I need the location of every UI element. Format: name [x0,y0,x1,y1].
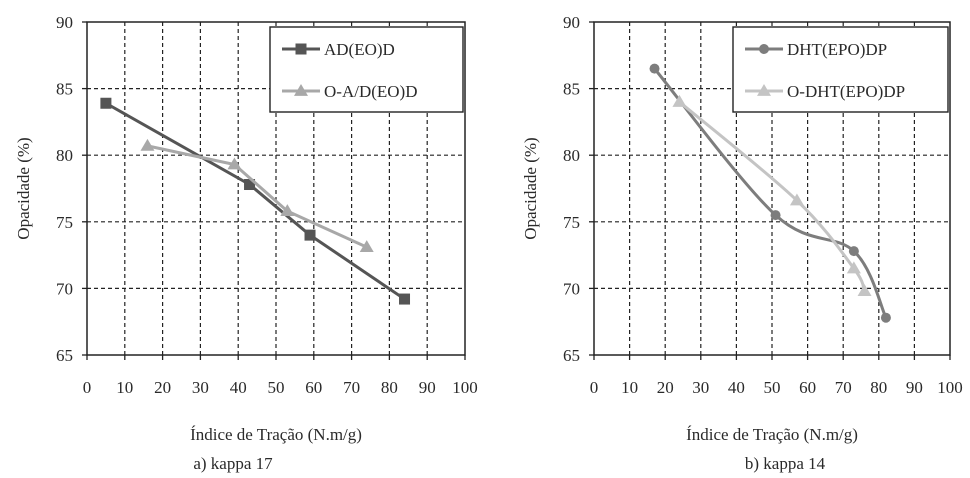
series-dht-epo-dp [649,63,891,323]
series-line [147,144,368,249]
legend-marker [757,84,771,96]
x-tick-label: 80 [870,378,887,397]
y-tick-label: 75 [56,213,73,232]
x-tick-label: 100 [937,378,963,397]
x-tick-label: 90 [906,378,923,397]
x-tick-label: 70 [343,378,360,397]
data-point [227,157,242,170]
legend-label: O-A/D(EO)D [324,82,417,101]
data-point [359,240,374,253]
legend-label: AD(EO)D [324,40,395,59]
y-tick-label: 80 [56,146,73,165]
data-point [880,312,891,323]
y-tick-label: 90 [563,13,580,32]
x-tick-label: 30 [692,378,709,397]
series-ad-eo-d [100,97,411,305]
x-tick-label: 50 [268,378,285,397]
x-tick-label: 20 [154,378,171,397]
legend-marker [759,44,769,54]
series-o-dht-epo-dp [672,94,872,296]
x-tick-label: 60 [799,378,816,397]
series-line [678,100,866,292]
x-tick-label: 20 [657,378,674,397]
x-tick-label: 70 [835,378,852,397]
data-point [857,284,872,296]
x-tick-label: 10 [116,378,133,397]
x-tick-label: 50 [764,378,781,397]
legend-marker [294,84,308,96]
legend-box [269,26,464,113]
x-tick-label: 90 [419,378,436,397]
x-tick-label: 40 [230,378,247,397]
x-tick-label: 10 [621,378,638,397]
y-tick-label: 75 [563,213,580,232]
x-axis-label: Índice de Tração (N.m/g) [190,425,362,444]
x-axis-label: Índice de Tração (N.m/g) [686,425,858,444]
data-point [304,229,316,241]
legend-label: O-DHT(EPO)DP [787,82,905,101]
chart-caption: b) kappa 14 [745,454,826,473]
data-point [649,63,660,74]
legend: DHT(EPO)DP O-DHT(EPO)DP [732,26,949,113]
data-point [280,204,295,217]
x-tick-label: 60 [305,378,322,397]
chart-b: 0 10 20 30 40 50 60 70 80 90 100 65 70 75 80 85 90 Índice… [521,13,963,473]
data-point [672,94,687,107]
x-tick-label: 40 [728,378,745,397]
y-tick-label: 70 [563,279,580,298]
legend: AD(EO)D O-A/D(EO)D [269,26,464,113]
y-tick-label: 90 [56,13,73,32]
data-point [244,179,256,191]
data-point [399,293,411,305]
series-line [653,67,888,319]
data-point [789,193,804,206]
x-tick-label: 0 [83,378,92,397]
y-tick-label: 65 [563,346,580,365]
chart-a: 0 10 20 30 40 50 60 70 80 90 100 65 70 75 80 85 90 Índice… [14,13,478,473]
y-tick-label: 85 [563,80,580,99]
y-tick-label: 85 [56,80,73,99]
legend-label: DHT(EPO)DP [787,40,887,59]
series-line [105,101,406,301]
legend-marker [295,43,307,55]
y-tick-label: 80 [563,146,580,165]
data-point [100,97,112,109]
y-tick-label: 65 [56,346,73,365]
y-axis-label: Opacidade (%) [521,137,540,239]
x-tick-label: 30 [192,378,209,397]
ticks: 0 10 20 30 40 50 60 70 80 90 100 65 70 75 80 85 90 [56,13,478,397]
x-tick-label: 0 [590,378,599,397]
data-point [848,246,859,257]
ticks: 0 10 20 30 40 50 60 70 80 90 100 65 70 75 80 85 90 [563,13,963,397]
chart-caption: a) kappa 17 [193,454,273,473]
data-point [770,210,781,221]
y-tick-label: 70 [56,279,73,298]
data-point [140,138,155,151]
legend-box [732,26,949,113]
data-point [846,261,861,274]
series-o-a-d-eo-d [140,138,374,253]
y-axis-label: Opacidade (%) [14,137,33,239]
x-tick-label: 100 [452,378,478,397]
x-tick-label: 80 [381,378,398,397]
